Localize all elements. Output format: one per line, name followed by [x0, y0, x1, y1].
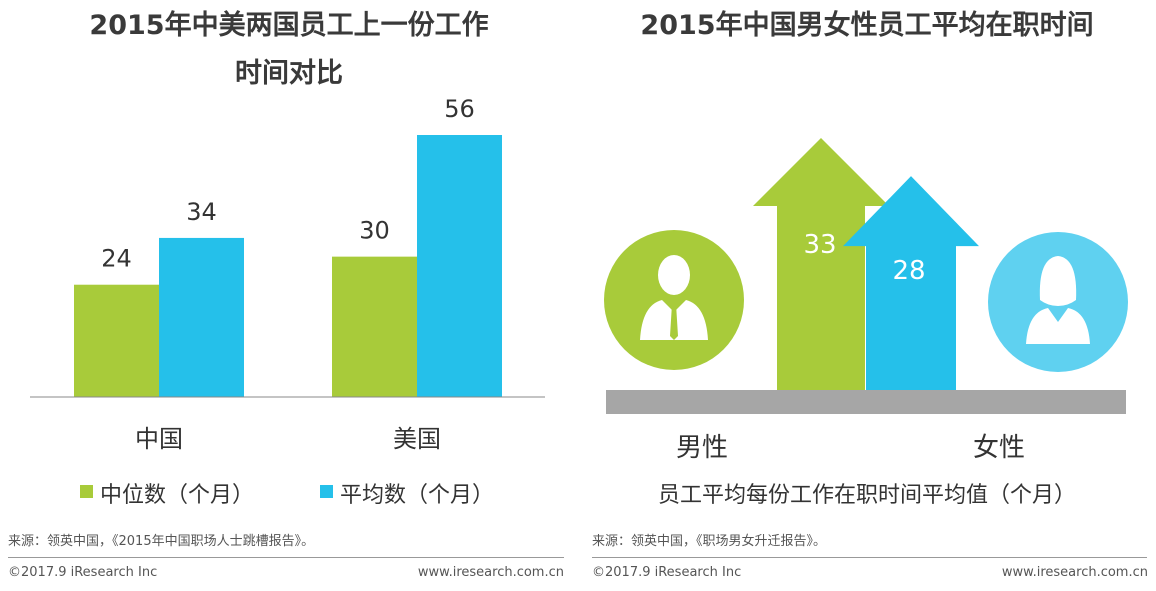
left-copyright: ©2017.9 iResearch Inc [8, 565, 158, 580]
left-source: 来源：领英中国，《2015年中国职场人士跳槽报告》。 [8, 534, 315, 549]
left-url[interactable]: www.iresearch.com.cn [417, 565, 564, 580]
male-tie-icon [670, 304, 678, 340]
right-source: 来源：领英中国，《职场男女升迁报告》。 [592, 534, 827, 549]
legend-mean-label: 平均数（个月） [340, 483, 495, 508]
right-url[interactable]: www.iresearch.com.cn [1001, 565, 1148, 580]
male-label: 男性 [676, 433, 729, 463]
right-arrow-chart: 33 28 [604, 138, 1128, 414]
bar-美国-median [332, 256, 417, 397]
category-label: 中国 [135, 425, 183, 453]
bar-value-label: 56 [444, 95, 475, 123]
legend-mean-swatch [320, 485, 333, 498]
male-avatar-icon [604, 230, 744, 370]
left-bar-chart: 24 34 中国 30 56 美国 [30, 95, 545, 453]
legend-median-label: 中位数（个月） [100, 483, 255, 508]
left-panel: 2015年中美两国员工上一份工作 时间对比 24 34 中国 30 56 美国 中位数（个… [8, 10, 564, 580]
female-value-label: 28 [892, 256, 925, 286]
female-arrow [843, 176, 979, 390]
bar-value-label: 30 [359, 217, 390, 245]
female-label: 女性 [973, 433, 1026, 463]
male-value-label: 33 [803, 230, 836, 260]
bar-中国-mean [159, 237, 244, 397]
female-hair-icon [1039, 256, 1077, 306]
bar-value-label: 34 [186, 198, 217, 226]
left-title-line1: 2015年中美两国员工上一份工作 [89, 10, 489, 41]
right-title: 2015年中国男女性员工平均在职时间 [640, 10, 1094, 41]
right-panel: 2015年中国男女性员工平均在职时间 33 28 男性 女性 员工平均每份工作在职… [578, 0, 1156, 591]
base-platform [606, 390, 1126, 414]
bar-value-label: 24 [101, 245, 132, 273]
left-title-line2: 时间对比 [235, 58, 343, 89]
left-divider [8, 557, 564, 558]
male-arrow [753, 138, 889, 390]
male-head-icon [658, 255, 690, 295]
bar-美国-mean [417, 135, 502, 397]
right-copyright: ©2017.9 iResearch Inc [592, 565, 742, 580]
right-caption: 员工平均每份工作在职时间平均值（个月） [657, 483, 1076, 508]
legend-median-swatch [80, 485, 93, 498]
bar-中国-median [74, 284, 159, 397]
female-avatar-icon [988, 232, 1128, 372]
female-body-icon [1026, 308, 1090, 344]
right-divider [592, 557, 1147, 558]
category-label: 美国 [393, 425, 441, 453]
male-avatar-circle [604, 230, 744, 370]
